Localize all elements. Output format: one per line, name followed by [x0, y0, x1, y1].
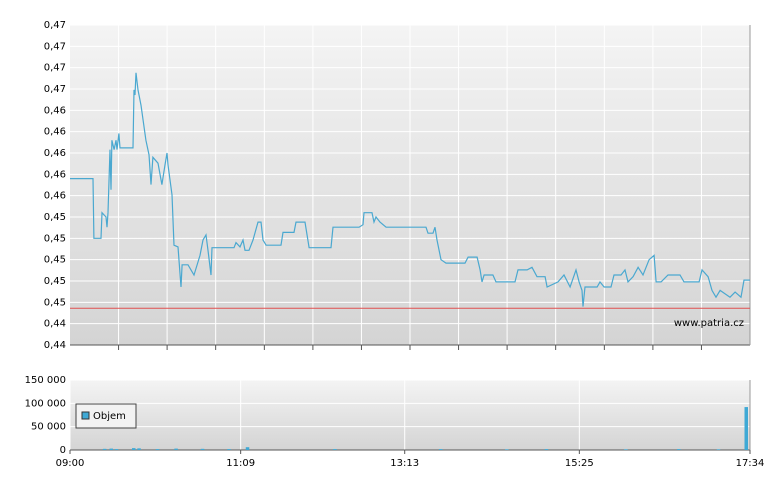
volume-bar — [200, 448, 205, 450]
y-tick-label: 0,45 — [44, 255, 66, 266]
y-tick-label: 0,46 — [44, 169, 66, 180]
x-tick-label: 17:34 — [736, 458, 765, 469]
y-tick-label: 100 000 — [25, 398, 66, 409]
y-tick-label: 0,45 — [44, 297, 66, 308]
volume-bar — [137, 448, 141, 450]
volume-bar — [744, 407, 748, 450]
volume-bar — [132, 448, 136, 450]
x-tick-label: 13:13 — [390, 458, 419, 469]
y-tick-label: 0,44 — [44, 340, 66, 351]
volume-bar — [505, 449, 509, 450]
volume-bar — [227, 449, 231, 450]
volume-plot-area — [70, 380, 750, 450]
volume-bar — [155, 449, 160, 450]
volume-bar — [109, 448, 114, 450]
y-tick-label: 0,45 — [44, 276, 66, 287]
x-tick-label: 15:25 — [565, 458, 594, 469]
volume-bar — [716, 449, 721, 450]
y-tick-label: 0,46 — [44, 105, 66, 116]
y-tick-label: 0,47 — [44, 63, 66, 74]
x-tick-label: 11:09 — [226, 458, 255, 469]
volume-bar — [438, 449, 443, 450]
y-tick-label: 0,47 — [44, 41, 66, 52]
volume-bar — [333, 449, 337, 450]
volume-bar — [677, 449, 681, 450]
y-tick-label: 0,46 — [44, 148, 66, 159]
y-tick-label: 0,45 — [44, 233, 66, 244]
volume-bar — [174, 448, 178, 450]
volume-bar — [245, 447, 250, 450]
y-tick-label: 150 000 — [25, 375, 66, 386]
y-tick-label: 0,44 — [44, 319, 66, 330]
legend-swatch — [81, 411, 90, 420]
y-tick-label: 0,47 — [44, 84, 66, 95]
volume-bar — [114, 449, 119, 450]
volume-bar — [102, 448, 107, 450]
watermark: www.patria.cz — [674, 318, 744, 329]
price-line — [70, 72, 750, 307]
volume-bar — [544, 449, 549, 450]
volume-bar — [624, 449, 628, 450]
y-tick-label: 0,47 — [44, 20, 66, 31]
y-tick-label: 0,46 — [44, 191, 66, 202]
y-tick-label: 0 — [60, 445, 66, 456]
y-tick-label: 0,45 — [44, 212, 66, 223]
x-tick-label: 09:00 — [56, 458, 85, 469]
y-tick-label: 50 000 — [31, 422, 66, 433]
legend-label: Objem — [93, 411, 126, 422]
y-tick-label: 0,46 — [44, 127, 66, 138]
